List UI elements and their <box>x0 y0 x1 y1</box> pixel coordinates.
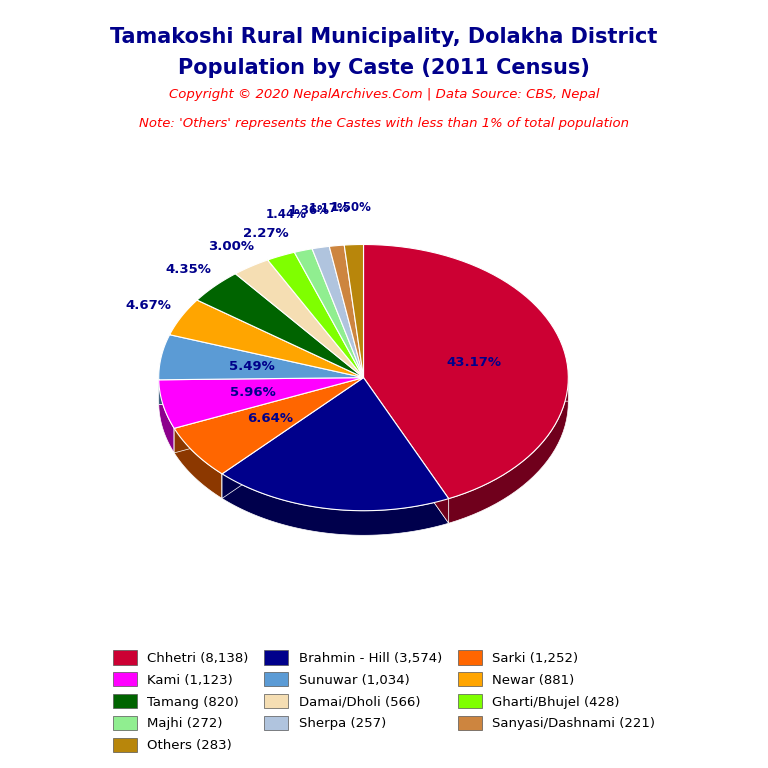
Polygon shape <box>174 378 363 453</box>
Polygon shape <box>159 378 363 405</box>
Polygon shape <box>222 378 363 498</box>
Text: 2.27%: 2.27% <box>243 227 289 240</box>
Text: 5.96%: 5.96% <box>230 386 276 399</box>
Polygon shape <box>312 247 363 378</box>
Text: 1.44%: 1.44% <box>266 208 306 221</box>
Text: Tamakoshi Rural Municipality, Dolakha District: Tamakoshi Rural Municipality, Dolakha Di… <box>111 27 657 47</box>
Polygon shape <box>363 378 449 523</box>
Polygon shape <box>159 378 363 405</box>
Polygon shape <box>159 376 363 402</box>
Polygon shape <box>363 376 568 402</box>
Text: 4.35%: 4.35% <box>165 263 211 276</box>
Polygon shape <box>236 260 363 378</box>
Text: 5.49%: 5.49% <box>230 359 275 372</box>
Polygon shape <box>329 245 363 378</box>
Text: 1.17%: 1.17% <box>309 202 349 215</box>
Polygon shape <box>159 335 363 380</box>
Text: 1.36%: 1.36% <box>288 204 329 217</box>
Polygon shape <box>222 378 363 498</box>
Polygon shape <box>174 378 363 474</box>
Polygon shape <box>174 378 363 453</box>
Text: Population by Caste (2011 Census): Population by Caste (2011 Census) <box>178 58 590 78</box>
Polygon shape <box>222 378 449 511</box>
Text: Note: 'Others' represents the Castes with less than 1% of total population: Note: 'Others' represents the Castes wit… <box>139 117 629 130</box>
Polygon shape <box>294 249 363 378</box>
Polygon shape <box>363 378 449 523</box>
Polygon shape <box>363 244 568 498</box>
Text: Copyright © 2020 NepalArchives.Com | Data Source: CBS, Nepal: Copyright © 2020 NepalArchives.Com | Dat… <box>169 88 599 101</box>
Text: 4.67%: 4.67% <box>126 300 171 313</box>
Text: 3.00%: 3.00% <box>208 240 253 253</box>
Text: 43.17%: 43.17% <box>446 356 501 369</box>
Legend: Chhetri (8,138), Kami (1,123), Tamang (820), Majhi (272), Others (283), Brahmin : Chhetri (8,138), Kami (1,123), Tamang (8… <box>108 645 660 757</box>
Polygon shape <box>222 474 449 535</box>
Text: 1.50%: 1.50% <box>331 201 372 214</box>
Text: 18.96%: 18.96% <box>317 443 372 456</box>
Polygon shape <box>174 429 222 498</box>
Polygon shape <box>159 380 174 453</box>
Polygon shape <box>268 253 363 378</box>
Polygon shape <box>170 300 363 378</box>
Polygon shape <box>449 376 568 523</box>
Polygon shape <box>159 378 363 429</box>
Polygon shape <box>344 244 363 378</box>
Polygon shape <box>197 273 363 378</box>
Text: 6.64%: 6.64% <box>247 412 293 425</box>
